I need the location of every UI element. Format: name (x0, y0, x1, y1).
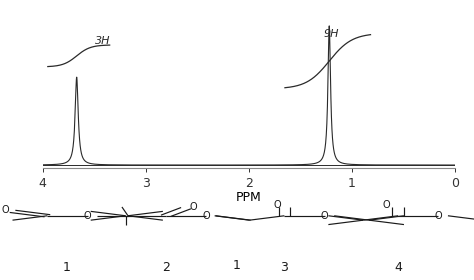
Text: O: O (189, 202, 197, 212)
Text: 3: 3 (281, 261, 288, 274)
X-axis label: PPM: PPM (236, 192, 262, 204)
Text: O: O (435, 211, 442, 221)
Text: 1: 1 (63, 261, 70, 274)
Text: O: O (1, 205, 9, 215)
Text: O: O (383, 200, 390, 210)
Text: 9H: 9H (323, 29, 338, 39)
Text: 2: 2 (162, 261, 170, 274)
Text: O: O (273, 200, 281, 210)
Text: 4: 4 (394, 261, 402, 274)
Text: O: O (84, 211, 91, 221)
Text: 1: 1 (233, 259, 241, 272)
Text: O: O (202, 211, 210, 221)
Text: 3H: 3H (95, 36, 111, 46)
Text: O: O (321, 211, 328, 221)
